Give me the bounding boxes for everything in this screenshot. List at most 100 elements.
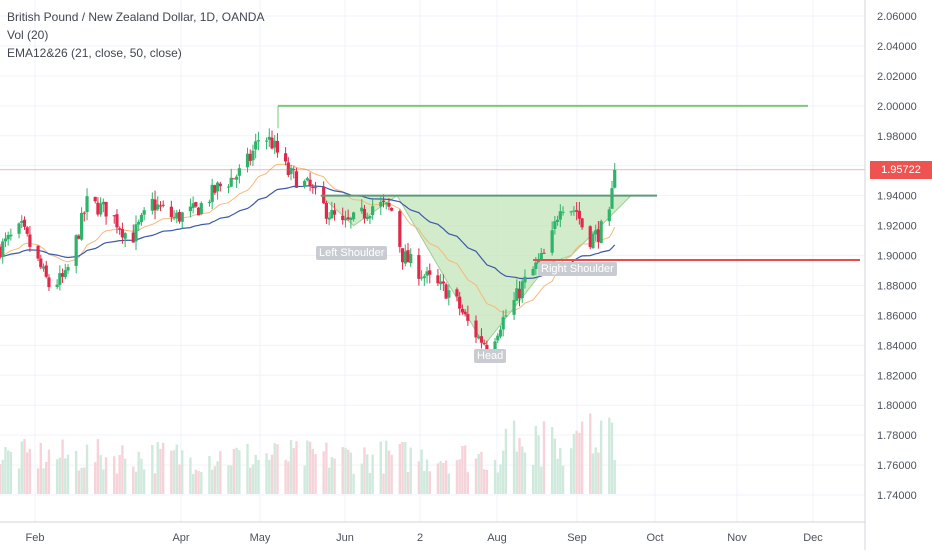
volume-bar <box>178 464 181 494</box>
candle-body <box>436 275 440 284</box>
volume-bar <box>436 463 440 494</box>
volume-bar <box>314 454 317 494</box>
volume-bar <box>368 472 372 494</box>
legend-ema[interactable]: EMA12&26 (21, close, 50, close) <box>7 46 182 60</box>
candle-body <box>496 335 500 341</box>
volume-bar <box>17 468 21 494</box>
volume-bar <box>216 461 219 494</box>
candle-body <box>175 212 179 219</box>
candle-body <box>420 277 424 279</box>
candle-body <box>417 255 421 279</box>
volume-bar <box>235 447 238 494</box>
candle-body <box>313 187 318 189</box>
candle-body <box>22 219 27 227</box>
legend-volume[interactable]: Vol (20) <box>7 28 49 42</box>
volume-bar <box>463 445 467 494</box>
volume-bar <box>28 448 32 494</box>
candle-body <box>47 277 51 288</box>
volume-bar <box>118 455 121 494</box>
volume-bar <box>23 439 26 494</box>
candle-body <box>406 250 410 263</box>
candle-body <box>256 140 260 142</box>
candle-body <box>251 150 255 161</box>
candle-body <box>264 140 269 142</box>
candle-body <box>294 171 299 188</box>
volume-bar <box>570 448 573 494</box>
candle-body <box>460 308 464 313</box>
candle-body <box>498 329 503 337</box>
volume-bar <box>200 471 203 494</box>
candle-body <box>485 344 489 350</box>
time-tick-label: Nov <box>727 532 747 544</box>
candle-body <box>273 140 277 148</box>
price-tick-label: 2.04000 <box>877 41 917 53</box>
candle-body <box>36 245 40 259</box>
candle-body <box>591 233 595 248</box>
volume-bar <box>156 442 159 494</box>
volume-bar <box>556 458 559 494</box>
volume-bar <box>482 469 486 494</box>
time-tick-label: 2 <box>417 532 423 544</box>
current-price-tag: 1.95722 <box>870 160 932 179</box>
volume-bar <box>64 458 67 494</box>
volume-bar <box>162 442 165 494</box>
volume-bar <box>572 433 576 494</box>
candle-body <box>352 212 356 220</box>
volume-bar <box>20 441 23 494</box>
candle-body <box>248 153 252 161</box>
volume-bar <box>575 430 578 494</box>
candle-body <box>153 199 157 211</box>
drawn-lines[interactable] <box>0 104 865 261</box>
volume-bar <box>363 447 366 494</box>
volume-bar <box>219 451 222 494</box>
volume-bar <box>257 459 260 494</box>
candle-body <box>390 207 394 211</box>
time-tick-label: Sep <box>567 532 587 544</box>
candle-body <box>575 210 579 212</box>
volume-bar <box>232 448 236 494</box>
candle-body <box>235 176 239 180</box>
candle-body <box>439 281 443 285</box>
candle-body <box>112 215 116 217</box>
volume-bar <box>123 458 127 494</box>
candle-body <box>104 201 108 217</box>
grid <box>0 0 865 522</box>
price-tick-label: 1.82000 <box>877 370 917 382</box>
candle-body <box>210 184 214 203</box>
volume-bar <box>26 452 29 494</box>
volume-bar <box>387 450 391 494</box>
volume-bar <box>208 455 211 494</box>
volume-bar <box>85 444 89 494</box>
candle-body <box>455 289 459 297</box>
volume-bar <box>295 441 298 494</box>
volume-bar <box>213 466 217 494</box>
candle-body <box>196 207 201 216</box>
candle-body <box>20 220 24 223</box>
candle-body <box>305 178 309 181</box>
candle-body <box>55 284 59 288</box>
candle-body <box>0 246 2 257</box>
candle-body <box>101 201 105 205</box>
volume-bar <box>153 473 157 494</box>
candle-body <box>156 204 160 210</box>
volume-bar <box>537 435 540 494</box>
candle-body <box>349 217 353 221</box>
volume-bar <box>561 465 565 494</box>
volume-bar <box>287 461 290 494</box>
volume-bar <box>466 472 470 494</box>
volume-bar <box>599 420 603 494</box>
volume-bar <box>458 459 461 494</box>
legend-symbol[interactable]: British Pound / New Zealand Dollar, 1D, … <box>7 10 265 24</box>
volume-bar <box>42 468 45 494</box>
candle-body <box>120 228 124 238</box>
candle-body <box>422 276 426 279</box>
candle-body <box>39 258 43 268</box>
volume-bar <box>77 470 81 494</box>
candle-body <box>444 284 448 299</box>
volume-bar <box>197 470 200 494</box>
candle-body <box>596 229 600 242</box>
volume-bar <box>181 450 184 494</box>
candle-body <box>115 214 119 228</box>
